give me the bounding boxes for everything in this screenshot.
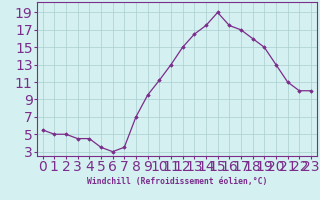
- X-axis label: Windchill (Refroidissement éolien,°C): Windchill (Refroidissement éolien,°C): [87, 177, 267, 186]
